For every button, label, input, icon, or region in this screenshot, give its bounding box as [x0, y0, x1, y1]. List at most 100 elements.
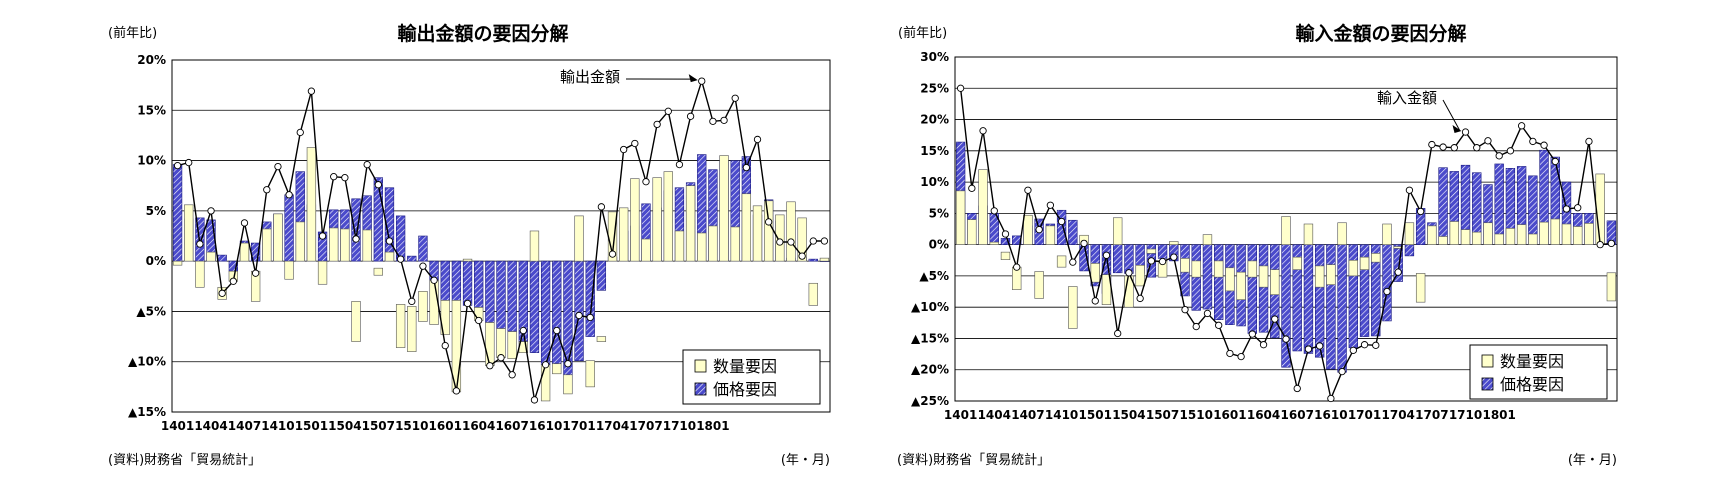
total-point	[720, 116, 728, 124]
quantity-factor-bar	[295, 221, 305, 262]
total-point	[1069, 258, 1077, 266]
price-factor-bar	[373, 177, 383, 262]
quantity-factor-bar	[1494, 233, 1504, 245]
y-tick-label: ▲20%	[911, 363, 949, 377]
total-point	[1327, 394, 1335, 403]
total-point	[1372, 341, 1380, 349]
total-point	[1203, 309, 1212, 318]
total-point	[1574, 204, 1582, 212]
quantity-factor-bar	[1146, 248, 1157, 254]
quantity-factor-bar	[808, 282, 818, 306]
price-factor-bar	[552, 260, 562, 365]
quantity-factor-bar	[630, 178, 640, 262]
x-tick-label: 1604	[462, 419, 495, 433]
quantity-factor-bar	[195, 260, 205, 288]
quantity-factor-bar	[752, 205, 763, 262]
price-factor-bar	[1371, 244, 1381, 337]
price-factor-bar	[1000, 238, 1011, 245]
y-tick-label: 30%	[920, 50, 949, 64]
total-point	[240, 219, 249, 227]
source-note: (資料)財務省「貿易統計」	[108, 452, 261, 468]
quantity-factor-bar	[1113, 217, 1123, 245]
y-axis-label: (前年比)	[108, 25, 157, 41]
total-point	[1360, 341, 1369, 349]
total-point	[956, 84, 965, 92]
x-tick-label: 1601	[1213, 408, 1246, 422]
price-factor-bar	[1404, 244, 1415, 257]
price-factor-bar	[1258, 244, 1269, 333]
price-factor-bar	[418, 235, 428, 262]
quantity-factor-bar	[1056, 255, 1067, 268]
total-point	[285, 191, 293, 199]
total-point	[330, 173, 338, 181]
quantity-factor-bar	[1068, 286, 1078, 329]
quantity-factor-bar	[1427, 225, 1437, 245]
x-tick-label: 1801	[1482, 408, 1515, 422]
total-point	[1529, 137, 1537, 146]
quantity-factor-bar	[1191, 260, 1201, 278]
x-tick-label: 1504	[328, 419, 361, 433]
total-point	[452, 387, 461, 395]
total-point	[173, 161, 182, 170]
quantity-factor-bar	[978, 169, 988, 245]
quantity-factor-bar	[719, 155, 729, 262]
quantity-factor-bar	[1258, 265, 1269, 288]
price-factor-bar	[172, 164, 183, 262]
total-point	[1349, 346, 1357, 354]
quantity-factor-bar	[485, 322, 495, 367]
total-point	[207, 207, 215, 215]
total-point	[1607, 239, 1616, 248]
quantity-factor-bar	[685, 185, 696, 262]
total-point	[1428, 140, 1436, 149]
quantity-factor-bar	[1404, 222, 1415, 245]
quantity-factor-bar	[1393, 246, 1403, 249]
x-tick-label: 1704	[596, 419, 629, 433]
total-point	[765, 218, 773, 226]
price-factor-bar	[407, 255, 417, 262]
y-tick-label: ▲15%	[128, 405, 166, 419]
total-point	[1215, 321, 1223, 329]
total-point	[1585, 137, 1593, 146]
price-factor-bar	[1056, 209, 1067, 245]
price-factor-bar	[808, 258, 818, 262]
y-tick-label: ▲5%	[919, 269, 949, 283]
quantity-factor-bar	[786, 201, 796, 262]
total-point	[1114, 329, 1122, 338]
quantity-factor-bar	[507, 331, 517, 359]
price-factor-bar	[596, 260, 607, 291]
quantity-factor-bar	[306, 147, 317, 262]
quantity-factor-bar	[1214, 260, 1224, 278]
total-point	[1158, 257, 1167, 266]
total-point	[419, 262, 427, 270]
quantity-factor-bar	[262, 228, 272, 262]
total-point	[475, 316, 483, 325]
price-factor-bar	[1214, 244, 1224, 320]
total-point	[519, 326, 527, 335]
price-factor-bar	[496, 260, 506, 329]
quantity-factor-bar	[284, 260, 294, 280]
total-point	[564, 360, 572, 368]
quantity-factor-bar	[1337, 222, 1347, 245]
quantity-factor-bar	[596, 336, 607, 342]
total-point	[642, 178, 650, 186]
x-tick-label: 1610	[529, 419, 562, 433]
quantity-factor-bar	[273, 213, 283, 262]
total-point	[307, 87, 316, 95]
total-point	[1416, 207, 1425, 216]
total-point	[1147, 257, 1156, 265]
total-point	[1304, 345, 1313, 353]
x-tick-label: 1501	[295, 419, 328, 433]
legend-label-quantity: 数量要因	[1500, 352, 1564, 371]
y-tick-label: 10%	[137, 154, 166, 168]
y-tick-label: 0%	[929, 238, 949, 252]
quantity-factor-bar	[1550, 218, 1560, 245]
total-point	[1473, 144, 1481, 152]
total-point	[1024, 186, 1032, 194]
y-tick-label: 25%	[920, 81, 949, 95]
total-point	[820, 237, 829, 245]
total-point	[1259, 341, 1268, 349]
quantity-factor-bar	[552, 363, 562, 375]
y-tick-label: ▲10%	[128, 355, 166, 369]
total-point	[1596, 240, 1604, 249]
quantity-factor-bar	[663, 171, 673, 262]
